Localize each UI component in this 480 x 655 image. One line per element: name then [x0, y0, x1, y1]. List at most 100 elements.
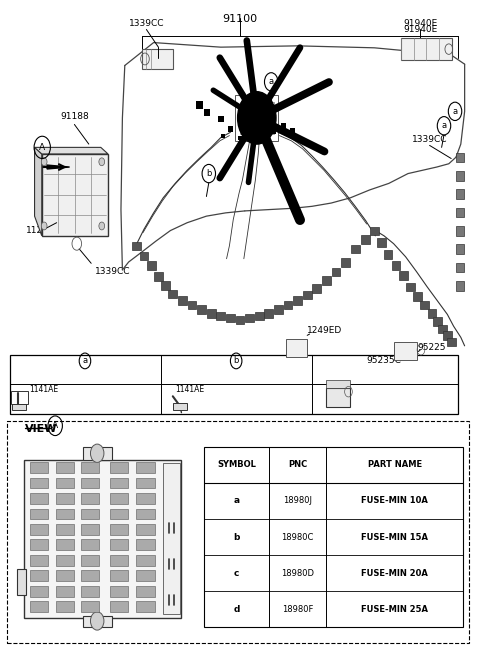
Bar — [249, 132, 252, 136]
Bar — [56, 477, 74, 489]
Text: 91100: 91100 — [222, 14, 258, 24]
Bar — [136, 508, 155, 519]
Bar — [399, 271, 408, 280]
Bar — [428, 309, 436, 318]
Bar — [447, 338, 456, 346]
Text: a: a — [269, 77, 274, 86]
Text: a: a — [442, 121, 446, 130]
Bar — [81, 540, 99, 550]
Bar — [263, 119, 270, 127]
Bar — [312, 284, 321, 293]
Bar — [255, 312, 264, 320]
Bar — [168, 290, 177, 298]
Text: 18980C: 18980C — [281, 533, 314, 542]
Bar — [83, 447, 111, 460]
Bar — [286, 339, 307, 357]
Text: 18980F: 18980F — [282, 605, 313, 614]
Bar — [136, 540, 155, 550]
Bar — [30, 601, 48, 612]
Circle shape — [99, 158, 105, 166]
Bar — [30, 586, 48, 597]
Bar — [322, 276, 331, 285]
Text: 91940E: 91940E — [403, 25, 437, 34]
Bar — [456, 189, 464, 199]
Bar — [257, 136, 261, 140]
Bar — [109, 462, 128, 473]
Circle shape — [90, 612, 104, 630]
Bar — [56, 571, 74, 581]
Bar — [81, 508, 99, 519]
Bar — [351, 245, 360, 253]
Bar — [204, 109, 210, 116]
Bar — [56, 540, 74, 550]
Circle shape — [99, 222, 105, 230]
Bar — [30, 462, 48, 473]
Bar — [11, 391, 28, 404]
Bar — [81, 555, 99, 566]
Bar — [326, 388, 350, 407]
Bar — [341, 258, 350, 267]
Text: FUSE-MIN 25A: FUSE-MIN 25A — [361, 605, 428, 614]
Bar — [109, 477, 128, 489]
Bar — [207, 309, 216, 318]
Circle shape — [41, 158, 47, 166]
Bar — [433, 317, 442, 326]
Bar — [30, 477, 48, 489]
Bar — [30, 524, 48, 534]
Text: FUSE-MIN 20A: FUSE-MIN 20A — [361, 569, 428, 578]
Bar — [420, 301, 429, 309]
Polygon shape — [240, 100, 269, 126]
Text: 1249ED: 1249ED — [307, 326, 342, 335]
Bar — [81, 586, 99, 597]
Text: 1141AE: 1141AE — [175, 384, 204, 394]
Bar — [136, 477, 155, 489]
Bar — [332, 268, 340, 276]
Bar — [109, 508, 128, 519]
Text: 95225: 95225 — [418, 343, 446, 352]
Text: 18980D: 18980D — [281, 569, 314, 578]
Text: c: c — [234, 569, 239, 578]
Bar — [188, 301, 196, 309]
Text: d: d — [233, 605, 240, 614]
Bar — [293, 296, 302, 305]
Polygon shape — [35, 147, 42, 236]
Bar — [178, 296, 187, 305]
Bar — [56, 601, 74, 612]
Bar — [235, 95, 278, 141]
Bar — [218, 116, 224, 122]
Text: 91188: 91188 — [60, 112, 89, 121]
Bar — [147, 261, 156, 270]
Bar — [456, 281, 464, 291]
Bar — [81, 493, 99, 504]
Bar — [245, 314, 254, 322]
Bar — [56, 555, 74, 566]
Bar — [56, 586, 74, 597]
Bar — [154, 272, 163, 281]
Bar — [392, 261, 400, 270]
Text: A: A — [39, 143, 45, 152]
Bar — [30, 571, 48, 581]
Bar — [136, 555, 155, 566]
Bar — [238, 136, 242, 140]
Text: VIEW: VIEW — [25, 424, 58, 434]
Bar — [56, 493, 74, 504]
Bar — [438, 325, 447, 333]
Text: 1339CC: 1339CC — [412, 135, 447, 144]
Bar — [161, 281, 170, 290]
Bar — [370, 227, 379, 235]
Bar — [394, 342, 417, 360]
Bar — [326, 380, 350, 388]
Bar — [81, 571, 99, 581]
Bar — [81, 524, 99, 534]
Bar — [274, 305, 283, 314]
Bar — [30, 508, 48, 519]
Bar — [456, 244, 464, 254]
Bar — [83, 616, 111, 627]
Text: 1125KD: 1125KD — [26, 226, 62, 235]
Text: a: a — [453, 107, 457, 116]
Bar — [56, 508, 74, 519]
Bar — [136, 493, 155, 504]
Bar — [30, 493, 48, 504]
Text: A: A — [52, 421, 58, 430]
Bar — [30, 540, 48, 550]
